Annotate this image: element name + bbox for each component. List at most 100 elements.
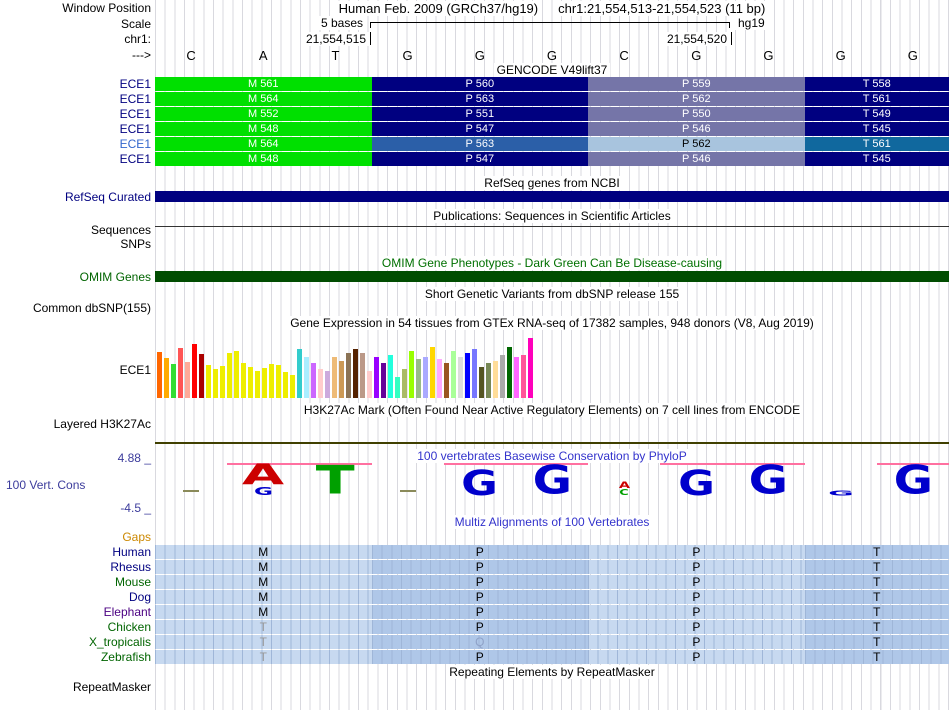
alignment-letter-cell[interactable]: P — [588, 635, 805, 649]
multiz-title[interactable]: Multiz Alignments of 100 Vertebrates — [451, 515, 653, 529]
alignment-letter-cell[interactable]: T — [804, 605, 949, 619]
base-letter[interactable]: A — [258, 47, 268, 63]
alignment-letter-cell[interactable]: T — [804, 650, 949, 664]
gtex-tissue-bar[interactable] — [430, 347, 435, 398]
gtex-tissue-bar[interactable] — [507, 347, 512, 398]
gtex-tissue-bar[interactable] — [486, 363, 491, 398]
omim-genes-label[interactable]: OMIM Genes — [79, 269, 151, 284]
exon-segment[interactable]: T 545 — [804, 152, 949, 166]
sequences-label[interactable]: Sequences — [90, 223, 151, 237]
gtex-tissue-bar[interactable] — [360, 353, 365, 398]
exon-segment[interactable]: M 564 — [155, 92, 372, 106]
gtex-tissue-bar[interactable] — [409, 351, 414, 398]
gtex-tissue-bar[interactable] — [178, 348, 183, 398]
exon-segment[interactable]: P 563 — [371, 92, 589, 106]
gtex-tissue-bar[interactable] — [234, 351, 239, 398]
gtex-tissue-bar[interactable] — [241, 363, 246, 398]
gtex-tissue-bar[interactable] — [472, 349, 477, 398]
gtex-tissue-bar[interactable] — [262, 368, 267, 398]
exon-segment[interactable]: P 562 — [588, 137, 805, 151]
gencode-gene-label[interactable]: ECE1 — [119, 122, 151, 136]
alignment-letter-cell[interactable]: M — [155, 545, 372, 559]
gtex-tissue-bar[interactable] — [423, 357, 428, 398]
gencode-title[interactable]: GENCODE V49lift37 — [493, 63, 611, 77]
base-letter[interactable]: G — [763, 47, 774, 63]
gaps-label[interactable]: Gaps — [122, 530, 151, 544]
alignment-letter-cell[interactable]: T — [804, 560, 949, 574]
base-row[interactable]: ---> C A T G G G C G G G G — [0, 47, 950, 63]
gtex-tissue-bar[interactable] — [325, 371, 330, 398]
alignment-letter-cell[interactable]: M — [155, 575, 372, 589]
exon-segment[interactable]: T 549 — [804, 107, 949, 121]
gtex-tissue-bar[interactable] — [388, 355, 393, 398]
gtex-tissue-bar[interactable] — [395, 377, 400, 398]
alignment-letter-cell[interactable]: P — [371, 560, 589, 574]
base-letter[interactable]: G — [474, 47, 485, 63]
exon-segment[interactable]: T 561 — [804, 92, 949, 106]
gtex-tissue-bar[interactable] — [269, 364, 274, 398]
h3k27ac-title[interactable]: H3K27Ac Mark (Often Found Near Active Re… — [300, 403, 804, 417]
gtex-tissue-bar[interactable] — [402, 369, 407, 398]
exon-segment[interactable]: T 558 — [804, 77, 949, 91]
refseq-curated-label[interactable]: RefSeq Curated — [64, 190, 151, 204]
alignment-letter-cell[interactable]: P — [371, 590, 589, 604]
base-letter[interactable]: G — [546, 47, 557, 63]
gtex-tissue-bar[interactable] — [248, 367, 253, 398]
alignment-letter-cell[interactable]: T — [155, 650, 372, 664]
repeatmasker-title[interactable]: Repeating Elements by RepeatMasker — [446, 665, 658, 679]
gtex-tissue-bar[interactable] — [367, 371, 372, 398]
gtex-tissue-bar[interactable] — [227, 353, 232, 398]
alignment-letter-cell[interactable]: M — [155, 605, 372, 619]
gtex-tissue-bar[interactable] — [157, 352, 162, 398]
gtex-tissue-bar[interactable] — [255, 371, 260, 398]
base-letter[interactable]: C — [619, 47, 629, 63]
alignment-letter-cell[interactable]: P — [588, 575, 805, 589]
gtex-tissue-bar[interactable] — [500, 355, 505, 398]
gtex-tissue-bar[interactable] — [297, 349, 302, 398]
gtex-tissue-bar[interactable] — [416, 359, 421, 398]
omim-title[interactable]: OMIM Gene Phenotypes - Dark Green Can Be… — [378, 256, 726, 270]
species-label[interactable]: X_tropicalis — [88, 635, 151, 649]
gtex-tissue-bar[interactable] — [220, 366, 225, 398]
alignment-letter-cell[interactable]: P — [371, 620, 589, 634]
base-letter[interactable]: C — [186, 47, 196, 63]
exon-segment[interactable]: P 546 — [588, 122, 805, 136]
exon-segment[interactable]: P 547 — [371, 152, 589, 166]
exon-segment[interactable]: P 546 — [588, 152, 805, 166]
alignment-letter-cell[interactable]: P — [371, 545, 589, 559]
alignment-letter-cell[interactable]: T — [804, 620, 949, 634]
gtex-tissue-bar[interactable] — [171, 364, 176, 398]
exon-segment[interactable]: P 563 — [371, 137, 589, 151]
gtex-tissue-bar[interactable] — [164, 358, 169, 398]
gtex-tissue-bar[interactable] — [213, 369, 218, 398]
gencode-gene-label[interactable]: ECE1 — [119, 137, 151, 151]
gtex-gene-label[interactable]: ECE1 — [119, 363, 151, 377]
h3k27ac-label[interactable]: Layered H3K27Ac — [53, 417, 151, 431]
gtex-tissue-bar[interactable] — [332, 357, 337, 398]
dbsnp-title[interactable]: Short Genetic Variants from dbSNP releas… — [421, 287, 683, 301]
gtex-tissue-bar[interactable] — [283, 372, 288, 398]
gtex-tissue-bar[interactable] — [192, 344, 197, 398]
exon-segment[interactable]: P 562 — [588, 92, 805, 106]
alignment-letter-cell[interactable]: T — [804, 545, 949, 559]
coordinate-row[interactable]: chr1: 21,554,515 21,554,520 — [0, 31, 950, 47]
gtex-barchart[interactable] — [155, 331, 949, 398]
alignment-letter-cell[interactable]: M — [155, 560, 372, 574]
alignment-letter-cell[interactable]: P — [371, 605, 589, 619]
base-letter[interactable]: G — [402, 47, 413, 63]
dbsnp-label[interactable]: Common dbSNP(155) — [32, 301, 151, 315]
h3k27ac-signal[interactable] — [155, 431, 949, 449]
exon-segment[interactable]: T 545 — [804, 122, 949, 136]
alignment-letter-cell[interactable]: T — [155, 620, 372, 634]
alignment-letter-cell[interactable]: P — [588, 605, 805, 619]
gtex-tissue-bar[interactable] — [374, 357, 379, 398]
gtex-tissue-bar[interactable] — [353, 349, 358, 398]
gtex-tissue-bar[interactable] — [339, 361, 344, 398]
alignment-letter-cell[interactable]: P — [588, 590, 805, 604]
omim-gene-bar[interactable] — [155, 271, 949, 282]
gtex-tissue-bar[interactable] — [290, 375, 295, 398]
species-label[interactable]: Human — [112, 545, 151, 559]
gtex-tissue-bar[interactable] — [514, 357, 519, 398]
base-letter[interactable]: T — [331, 47, 340, 63]
alignment-letter-cell[interactable]: T — [804, 575, 949, 589]
